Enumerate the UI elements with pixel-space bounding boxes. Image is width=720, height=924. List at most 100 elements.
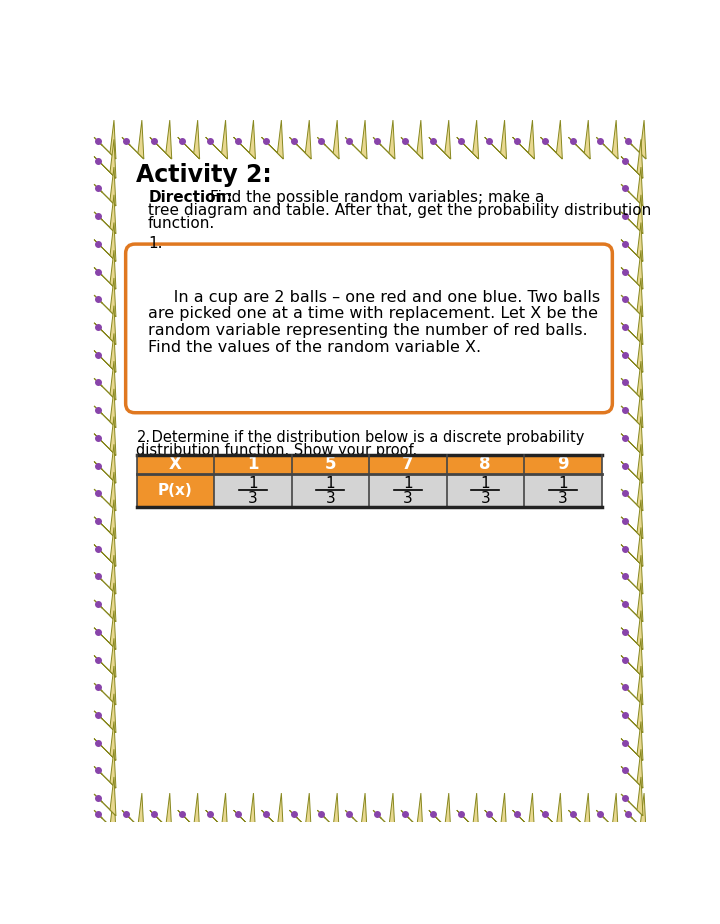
- Polygon shape: [586, 791, 588, 793]
- Polygon shape: [473, 793, 479, 832]
- Polygon shape: [639, 303, 641, 306]
- Polygon shape: [178, 810, 186, 819]
- Polygon shape: [94, 489, 102, 497]
- Polygon shape: [626, 493, 641, 509]
- Text: 9: 9: [557, 456, 569, 473]
- Polygon shape: [626, 687, 641, 703]
- Polygon shape: [626, 299, 641, 315]
- Polygon shape: [621, 378, 629, 386]
- Text: 1: 1: [325, 476, 335, 491]
- Polygon shape: [96, 741, 116, 760]
- Polygon shape: [99, 327, 114, 343]
- Polygon shape: [110, 500, 116, 539]
- Polygon shape: [96, 602, 116, 622]
- Polygon shape: [307, 117, 310, 120]
- Polygon shape: [96, 298, 116, 317]
- Polygon shape: [96, 381, 116, 400]
- Polygon shape: [99, 493, 114, 509]
- Polygon shape: [345, 137, 354, 146]
- Polygon shape: [294, 815, 310, 830]
- Polygon shape: [621, 794, 629, 802]
- Polygon shape: [639, 636, 641, 638]
- Text: In a cup are 2 balls – one red and one blue. Two balls: In a cup are 2 balls – one red and one b…: [148, 289, 600, 305]
- Polygon shape: [487, 140, 507, 159]
- Polygon shape: [110, 793, 116, 832]
- Polygon shape: [401, 137, 410, 146]
- Polygon shape: [96, 464, 116, 483]
- Polygon shape: [251, 117, 253, 120]
- Polygon shape: [112, 497, 114, 500]
- Polygon shape: [612, 793, 618, 832]
- Polygon shape: [624, 575, 643, 594]
- Text: 1.: 1.: [148, 236, 163, 250]
- Polygon shape: [390, 117, 393, 120]
- Polygon shape: [642, 791, 644, 793]
- Polygon shape: [210, 815, 225, 830]
- Polygon shape: [637, 528, 643, 566]
- Polygon shape: [377, 815, 393, 830]
- Polygon shape: [596, 810, 605, 819]
- Polygon shape: [110, 334, 116, 372]
- Polygon shape: [639, 608, 641, 611]
- Polygon shape: [250, 793, 256, 832]
- Polygon shape: [637, 666, 643, 705]
- Polygon shape: [600, 141, 616, 157]
- Polygon shape: [94, 544, 102, 553]
- Polygon shape: [571, 813, 590, 832]
- Polygon shape: [125, 813, 144, 832]
- Polygon shape: [94, 810, 102, 819]
- Polygon shape: [153, 140, 172, 159]
- Polygon shape: [182, 141, 198, 157]
- Polygon shape: [96, 519, 116, 539]
- Polygon shape: [373, 810, 382, 819]
- Polygon shape: [473, 120, 479, 159]
- Polygon shape: [96, 686, 116, 705]
- Polygon shape: [637, 611, 643, 650]
- Polygon shape: [96, 214, 116, 234]
- Polygon shape: [639, 331, 641, 334]
- Polygon shape: [528, 120, 534, 159]
- Polygon shape: [361, 793, 367, 832]
- Polygon shape: [637, 223, 643, 261]
- Polygon shape: [127, 815, 142, 830]
- Polygon shape: [96, 242, 116, 261]
- Text: 1: 1: [480, 476, 490, 491]
- Polygon shape: [112, 525, 114, 528]
- Polygon shape: [99, 466, 114, 481]
- Polygon shape: [180, 813, 199, 832]
- Polygon shape: [94, 406, 102, 414]
- Polygon shape: [626, 140, 646, 159]
- Text: 1: 1: [558, 476, 567, 491]
- Polygon shape: [122, 137, 130, 146]
- Polygon shape: [377, 141, 393, 157]
- Polygon shape: [513, 810, 521, 819]
- Polygon shape: [363, 791, 365, 793]
- Polygon shape: [99, 438, 114, 454]
- Polygon shape: [624, 547, 643, 566]
- FancyBboxPatch shape: [126, 244, 612, 413]
- Polygon shape: [112, 331, 114, 334]
- Polygon shape: [94, 517, 102, 525]
- Polygon shape: [624, 741, 643, 760]
- Text: P(x): P(x): [158, 483, 193, 498]
- Polygon shape: [208, 140, 228, 159]
- Polygon shape: [138, 793, 144, 832]
- FancyBboxPatch shape: [137, 473, 214, 507]
- Polygon shape: [167, 791, 170, 793]
- Polygon shape: [94, 683, 102, 691]
- Polygon shape: [94, 738, 102, 747]
- Polygon shape: [637, 417, 643, 456]
- Text: function.: function.: [148, 216, 215, 231]
- Polygon shape: [462, 141, 477, 157]
- Polygon shape: [637, 195, 643, 234]
- Polygon shape: [462, 815, 477, 830]
- Polygon shape: [96, 796, 116, 816]
- Polygon shape: [167, 117, 170, 120]
- Polygon shape: [639, 553, 641, 555]
- Polygon shape: [96, 630, 116, 650]
- Polygon shape: [99, 798, 114, 814]
- Polygon shape: [236, 140, 256, 159]
- FancyBboxPatch shape: [292, 473, 369, 507]
- Text: are picked one at a time with replacement. Let X be the: are picked one at a time with replacemen…: [148, 307, 598, 322]
- Polygon shape: [624, 325, 643, 345]
